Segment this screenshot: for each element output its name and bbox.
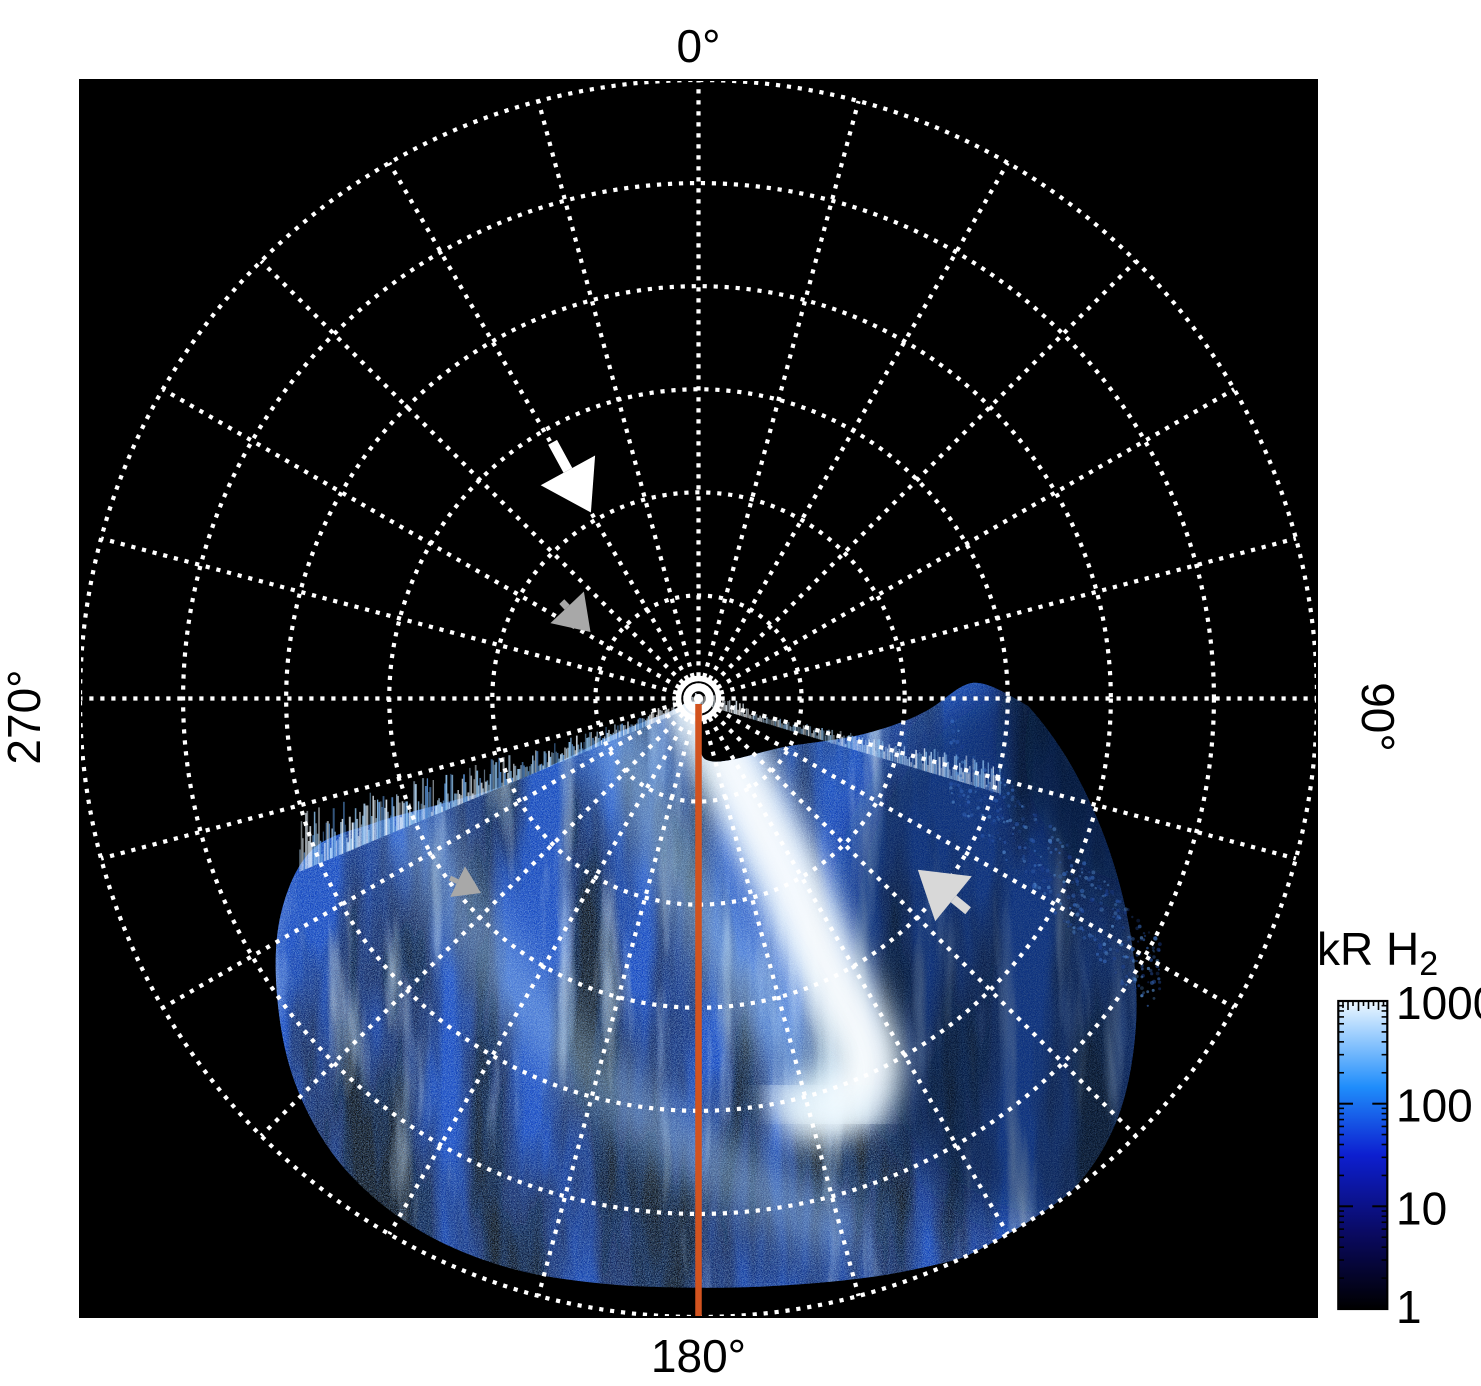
svg-text:100: 100 <box>1396 1080 1473 1132</box>
svg-text:10: 10 <box>1396 1182 1447 1234</box>
svg-text:0°: 0° <box>677 20 721 72</box>
svg-text:90°: 90° <box>1352 682 1404 752</box>
svg-text:270°: 270° <box>0 669 50 764</box>
svg-text:180°: 180° <box>651 1330 746 1382</box>
svg-text:1: 1 <box>1396 1281 1422 1333</box>
svg-text:1000: 1000 <box>1396 977 1481 1029</box>
